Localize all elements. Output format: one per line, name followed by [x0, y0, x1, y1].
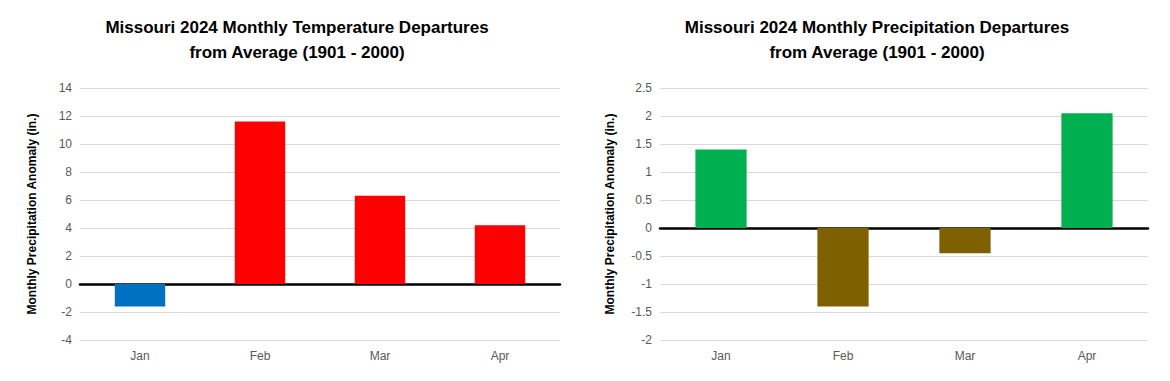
svg-text:2: 2 — [65, 249, 72, 263]
svg-text:Mar: Mar — [370, 349, 391, 363]
svg-text:-4: -4 — [61, 333, 72, 347]
svg-text:0.5: 0.5 — [635, 193, 652, 207]
svg-text:Missouri 2024 Monthly Temperat: Missouri 2024 Monthly Temperature Depart… — [105, 18, 488, 37]
svg-text:-0.5: -0.5 — [631, 249, 652, 263]
svg-text:Jan: Jan — [711, 349, 730, 363]
svg-text:6: 6 — [65, 193, 72, 207]
svg-text:10: 10 — [59, 137, 73, 151]
svg-text:Mar: Mar — [955, 349, 976, 363]
svg-text:14: 14 — [59, 81, 73, 95]
svg-text:2.5: 2.5 — [635, 81, 652, 95]
svg-text:Jan: Jan — [130, 349, 149, 363]
svg-text:Monthly Precipitation Anomaly: Monthly Precipitation Anomaly (in.) — [603, 114, 617, 315]
svg-text:from Average (1901 - 2000): from Average (1901 - 2000) — [769, 43, 984, 62]
svg-text:1: 1 — [645, 165, 652, 179]
svg-text:Feb: Feb — [833, 349, 854, 363]
svg-text:1.5: 1.5 — [635, 137, 652, 151]
svg-text:from Average (1901 - 2000): from Average (1901 - 2000) — [189, 43, 404, 62]
svg-text:-2: -2 — [61, 305, 72, 319]
svg-text:Missouri 2024 Monthly Precipit: Missouri 2024 Monthly Precipitation Depa… — [685, 18, 1069, 37]
svg-text:-2: -2 — [641, 333, 652, 347]
svg-text:Apr: Apr — [1078, 349, 1097, 363]
svg-text:2: 2 — [645, 109, 652, 123]
svg-text:0: 0 — [645, 221, 652, 235]
svg-text:12: 12 — [59, 109, 73, 123]
svg-text:-1.5: -1.5 — [631, 305, 652, 319]
svg-text:Apr: Apr — [491, 349, 510, 363]
svg-text:Feb: Feb — [250, 349, 271, 363]
svg-text:0: 0 — [65, 277, 72, 291]
svg-text:-1: -1 — [641, 277, 652, 291]
svg-text:4: 4 — [65, 221, 72, 235]
svg-text:8: 8 — [65, 165, 72, 179]
svg-text:Monthly Precipitation Anomaly: Monthly Precipitation Anomaly (in.) — [25, 114, 39, 315]
